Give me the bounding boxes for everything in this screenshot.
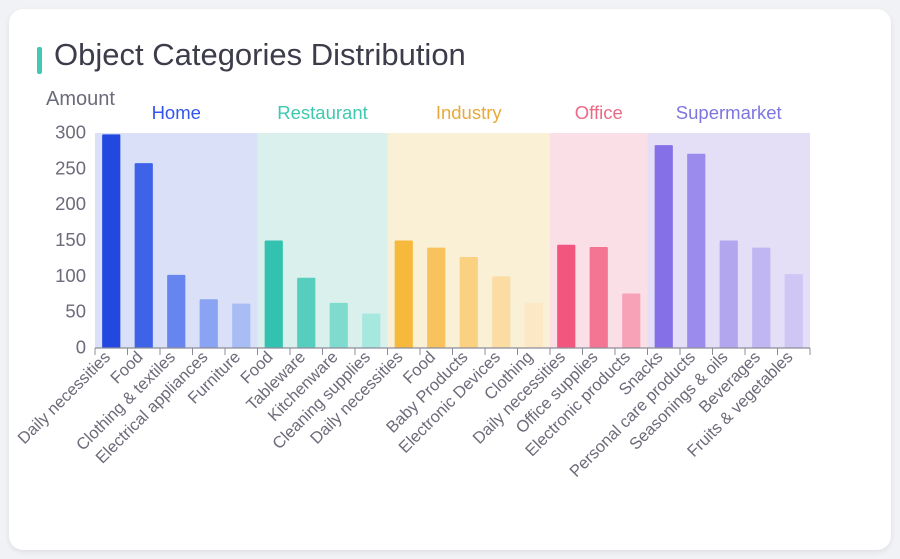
svg-text:100: 100 <box>55 265 86 286</box>
svg-text:50: 50 <box>65 301 86 322</box>
svg-text:200: 200 <box>55 193 86 214</box>
svg-text:0: 0 <box>76 337 86 358</box>
svg-text:250: 250 <box>55 157 86 178</box>
svg-text:Industry: Industry <box>436 102 503 123</box>
svg-text:Home: Home <box>152 102 201 123</box>
svg-text:Office: Office <box>575 102 623 123</box>
svg-text:Supermarket: Supermarket <box>676 102 782 123</box>
svg-text:Restaurant: Restaurant <box>277 102 368 123</box>
svg-text:300: 300 <box>55 122 86 143</box>
svg-text:150: 150 <box>55 229 86 250</box>
